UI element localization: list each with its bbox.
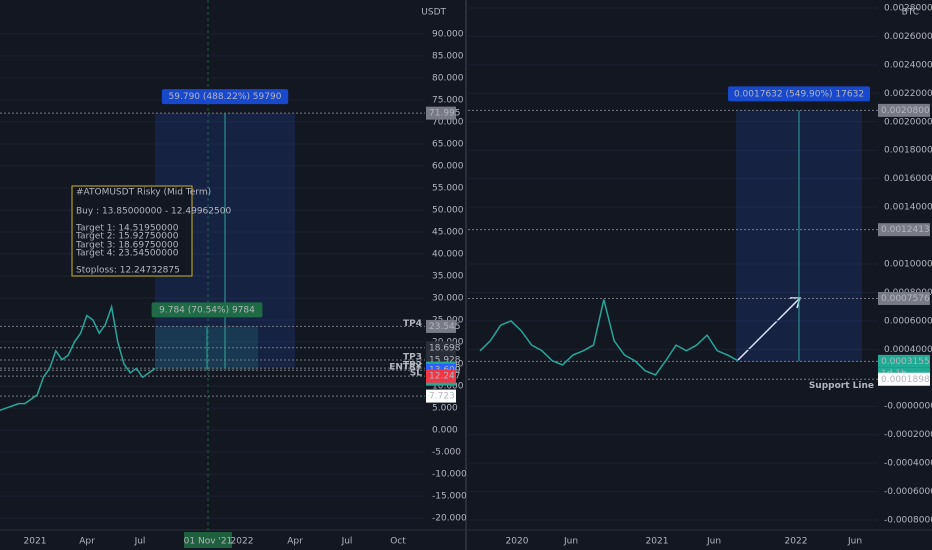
y-tick-label: -10.000 — [432, 470, 467, 480]
note-box — [71, 185, 193, 277]
level-value: 0.0003155 — [881, 357, 930, 367]
y-tick-label: 30.000 — [432, 294, 464, 304]
y-tick-label: 80.000 — [432, 73, 464, 83]
measure-label-bg — [151, 302, 263, 318]
level-value: 0.0001898 — [881, 375, 930, 385]
note-line: Target 4: 23.54500000 — [75, 249, 179, 259]
level-value: 71.995 — [429, 109, 461, 119]
level-tag — [426, 106, 456, 120]
level-value: 0.0012413 — [881, 225, 930, 235]
y-tick-label: -20.000 — [432, 514, 467, 524]
time-label: Jun — [563, 537, 578, 547]
y-tick-label: 45.000 — [432, 227, 464, 237]
level-value: 23.545 — [429, 322, 461, 332]
time-label: Apr — [79, 537, 95, 547]
time-label: Jun — [847, 537, 862, 547]
y-tick-label: 35.000 — [432, 272, 464, 282]
time-label: 01 Nov '21 — [184, 537, 233, 547]
y-tick-label: 75.000 — [432, 95, 464, 105]
y-tick-label: 0.0004000 — [884, 345, 932, 355]
level-tag — [426, 389, 456, 403]
crosshair-time-bg — [184, 532, 232, 548]
time-label: Jul — [341, 537, 353, 547]
note-line: Buy : 13.85000000 - 12.49962500 — [76, 207, 231, 217]
y-tick-label: 0.0024000 — [884, 60, 932, 70]
level-name: TP3 — [403, 352, 422, 362]
level-value: 12.247 — [429, 372, 461, 382]
level-tag — [878, 354, 930, 368]
measure-label: 9.784 (70.54%) 9784 — [159, 305, 255, 315]
level-tag — [878, 103, 930, 117]
y-tick-label: 0.0026000 — [884, 32, 932, 42]
level-value: 0.0020800 — [881, 106, 930, 116]
level-value: 0.0007576 — [881, 294, 930, 304]
y-tick-label: 0.0014000 — [884, 203, 932, 213]
y-tick-label: -0.0008000 — [884, 516, 932, 526]
y-tick-label: 85.000 — [432, 51, 464, 61]
level-tag — [426, 319, 456, 333]
y-tick-label: 40.000 — [432, 249, 464, 259]
measure-label: 59.790 (488.22%) 59790 — [169, 92, 282, 102]
y-tick-label: 0.0010000 — [884, 260, 932, 270]
level-tag — [878, 291, 930, 305]
measure-label-bg — [161, 89, 289, 105]
level-name: Support Line — [809, 381, 874, 391]
time-label: Jun — [706, 537, 721, 547]
y-tick-label: 0.0018000 — [884, 146, 932, 156]
y-tick-label: 90.000 — [432, 29, 464, 39]
note-line: Target 2: 15.92750000 — [75, 232, 179, 242]
y-tick-label: 0.000 — [432, 426, 458, 436]
level-tag — [878, 372, 930, 386]
y-tick-label: 0.0020000 — [884, 117, 932, 127]
note-line: #ATOMUSDT Risky (Mid Term) — [76, 188, 211, 198]
measure-label: 0.0017632 (549.90%) 17632 — [734, 89, 864, 99]
level-name: ENTRY — [389, 363, 422, 373]
time-label: 2021 — [646, 537, 669, 547]
y-tick-label: 50.000 — [432, 205, 464, 215]
y-tick-label: 0.0022000 — [884, 89, 932, 99]
level-value: 15.928 — [429, 355, 461, 365]
y-tick-label: -5.000 — [432, 448, 461, 458]
level-tag — [878, 223, 930, 237]
time-label: Jul — [134, 537, 146, 547]
price-line — [479, 299, 739, 376]
level-name: TP4 — [403, 319, 422, 329]
y-tick-label: -15.000 — [432, 492, 467, 502]
y-tick-label: -0.0004000 — [884, 459, 932, 469]
time-label: 2021 — [24, 537, 47, 547]
note-line: Target 3: 18.69750000 — [75, 241, 179, 251]
level-name: SL — [410, 369, 422, 379]
price-line — [0, 303, 156, 411]
level-value: 18.698 — [429, 343, 461, 353]
time-label: Oct — [390, 537, 406, 547]
y-tick-label: 60.000 — [432, 161, 464, 171]
level-value: 7.723 — [429, 392, 455, 402]
currency-label: BTC — [902, 8, 919, 18]
y-tick-label: 0.0028000 — [884, 3, 932, 13]
level-name: TP2 — [403, 361, 422, 371]
time-label: 2020 — [506, 537, 529, 547]
level-tag — [426, 369, 456, 383]
note-line: Stoploss: 12.24732875 — [76, 266, 180, 276]
y-tick-label: 0.0006000 — [884, 316, 932, 326]
y-tick-label: 10.000 — [432, 382, 464, 392]
y-tick-label: 65.000 — [432, 139, 464, 149]
time-label: Apr — [287, 537, 303, 547]
y-tick-label: 5.000 — [432, 404, 458, 414]
level-tag — [426, 341, 456, 355]
y-tick-label: -0.0002000 — [884, 430, 932, 440]
y-tick-label: 0.0016000 — [884, 174, 932, 184]
y-tick-label: 70.000 — [432, 117, 464, 127]
note-line: Target 1: 14.51950000 — [75, 224, 179, 234]
y-tick-label: 55.000 — [432, 183, 464, 193]
currency-label: USDT — [421, 8, 446, 18]
time-label: 2022 — [231, 537, 254, 547]
y-tick-label: -0.0000000 — [884, 402, 932, 412]
time-label: 2022 — [785, 537, 808, 547]
measure-label-bg — [728, 86, 870, 102]
y-tick-label: -0.0006000 — [884, 487, 932, 497]
